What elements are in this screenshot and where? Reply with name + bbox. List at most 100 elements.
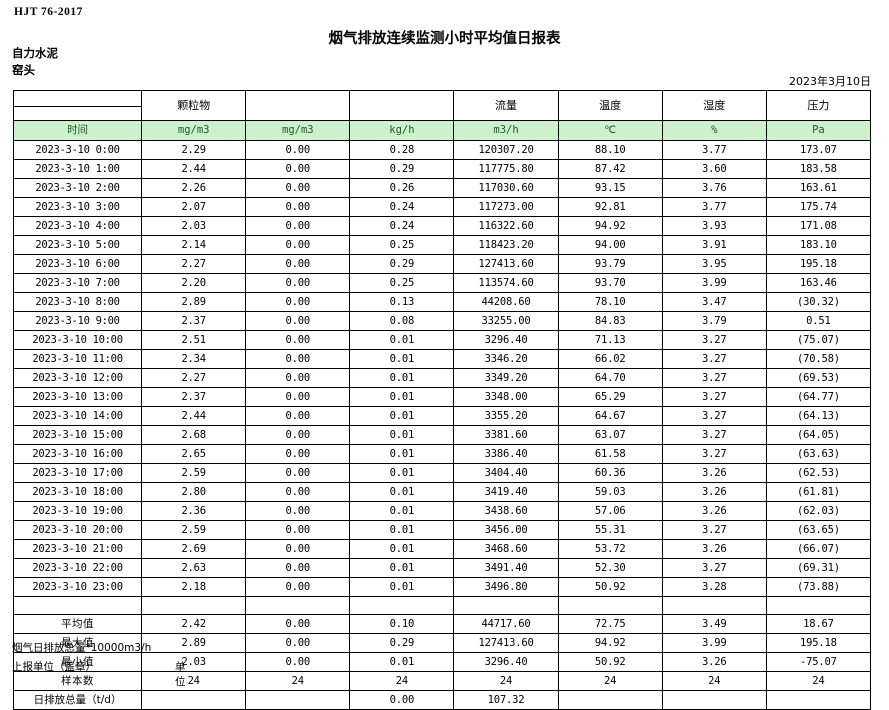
cell-particulate-standard: 0.00 [245, 520, 351, 540]
table-row: 2023-3-10 0:00 2.29 0.00 0.28 120307.20 88.10… [12, 140, 872, 160]
table-total-row: 日排放总量（t/d） 0.00 107.32 [12, 690, 872, 710]
cell-particulate-standard: 0.00 [245, 159, 351, 179]
cell-particulate-concentration: 2.44 [141, 406, 247, 426]
cell-particulate-standard: 0.00 [245, 197, 351, 217]
cell-time: 2023-3-10 21:00 [12, 539, 143, 559]
cell-particulate-rate: 0.24 [349, 216, 455, 236]
cell-particulate-standard: 0.00 [245, 387, 351, 407]
cell-particulate-concentration: 2.27 [141, 368, 247, 388]
cell-particulate-standard: 0.00 [245, 368, 351, 388]
cell-pressure: (70.58) [765, 349, 872, 369]
cell-particulate-concentration: 2.89 [141, 292, 247, 312]
cell-humidity: 3.26 [661, 463, 767, 483]
cell-empty [12, 596, 143, 615]
cell-humidity: 3.26 [661, 482, 767, 502]
summary-cell-particulate-rate: 24 [349, 671, 455, 691]
cell-humidity: 3.27 [661, 520, 767, 540]
cell-time: 2023-3-10 9:00 [12, 311, 143, 331]
cell-flow: 3468.60 [453, 539, 559, 559]
footer: 烟气日排放总量*10000m3/h 上报单位（盖章） 单位 [12, 640, 186, 688]
summary-cell-particulate-concentration: 2.03 [141, 652, 247, 672]
cell-flow: 3346.20 [453, 349, 559, 369]
cell-humidity: 3.60 [661, 159, 767, 179]
summary-cell-particulate-concentration: 2.89 [141, 633, 247, 653]
cell-flow: 3349.20 [453, 368, 559, 388]
cell-time: 2023-3-10 4:00 [12, 216, 143, 236]
cell-flow: 3348.00 [453, 387, 559, 407]
cell-particulate-standard: 0.00 [245, 425, 351, 445]
cell-particulate-standard: 0.00 [245, 406, 351, 426]
cell-humidity: 3.79 [661, 311, 767, 331]
unit-particulate-rate: kg/h [349, 120, 455, 141]
cell-time: 2023-3-10 2:00 [12, 178, 143, 198]
cell-temperature: 66.02 [557, 349, 663, 369]
cell-particulate-concentration: 2.34 [141, 349, 247, 369]
table-spacer-row [12, 596, 872, 615]
cell-flow: 3456.00 [453, 520, 559, 540]
summary-cell-humidity: 3.49 [661, 614, 767, 634]
cell-flow: 116322.60 [453, 216, 559, 236]
cell-pressure: 171.08 [765, 216, 872, 236]
header-flow: 流量 [453, 90, 559, 121]
cell-temperature: 78.10 [557, 292, 663, 312]
cell-particulate-rate: 0.24 [349, 197, 455, 217]
cell-temperature: 93.15 [557, 178, 663, 198]
page-title: 烟气排放连续监测小时平均值日报表 [328, 31, 561, 47]
cell-particulate-rate: 0.01 [349, 482, 455, 502]
summary-cell-temperature: 24 [557, 671, 663, 691]
cell-humidity: 3.28 [661, 577, 767, 597]
summary-cell-particulate-standard: 24 [245, 671, 351, 691]
unit-humidity: % [661, 120, 767, 141]
cell-particulate-standard: 0.00 [245, 444, 351, 464]
cell-temperature: 93.79 [557, 254, 663, 274]
cell-particulate-rate: 0.25 [349, 273, 455, 293]
cell-flow: 113574.60 [453, 273, 559, 293]
unit-pressure: Pa [765, 120, 872, 141]
cell-particulate-rate: 0.28 [349, 140, 455, 160]
cell-humidity: 3.77 [661, 197, 767, 217]
cell-particulate-standard: 0.00 [245, 539, 351, 559]
table-row: 2023-3-10 10:00 2.51 0.00 0.01 3296.40 71.13 3… [12, 330, 872, 350]
cell-time: 2023-3-10 7:00 [12, 273, 143, 293]
cell-pressure: 175.74 [765, 197, 872, 217]
cell-temperature: 92.81 [557, 197, 663, 217]
total-label: 日排放总量（t/d） [12, 690, 143, 710]
cell-flow: 3381.60 [453, 425, 559, 445]
reporting-unit-label: 上报单位（盖章） [12, 661, 96, 673]
summary-cell-pressure: 195.18 [765, 633, 872, 653]
cell-particulate-standard: 0.00 [245, 273, 351, 293]
cell-particulate-rate: 0.25 [349, 235, 455, 255]
cell-particulate-concentration: 2.07 [141, 197, 247, 217]
cell-humidity: 3.76 [661, 178, 767, 198]
cell-particulate-rate: 0.01 [349, 444, 455, 464]
cell-time: 2023-3-10 22:00 [12, 558, 143, 578]
cell-humidity: 3.77 [661, 140, 767, 160]
cell-pressure: 195.18 [765, 254, 872, 274]
table-row: 2023-3-10 2:00 2.26 0.00 0.26 117030.60 93.15… [12, 178, 872, 198]
cell-flow: 3491.40 [453, 558, 559, 578]
cell-temperature: 88.10 [557, 140, 663, 160]
table-summary-row: 最小值 2.03 0.00 0.01 3296.40 50.92 3.26 -75.07 [12, 652, 872, 672]
organization-name: 自力水泥 [12, 46, 58, 60]
cell-particulate-standard: 0.00 [245, 330, 351, 350]
table-header-row-units: 时间 mg/m3 mg/m3 kg/h m3/h ℃ % Pa [12, 120, 872, 141]
cell-particulate-standard: 0.00 [245, 463, 351, 483]
cell-pressure: 183.58 [765, 159, 872, 179]
cell-empty [141, 596, 247, 615]
footer-note: 烟气日排放总量*10000m3/h [12, 642, 152, 654]
summary-cell-pressure: -75.07 [765, 652, 872, 672]
unit-flow: m3/h [453, 120, 559, 141]
table-row: 2023-3-10 20:00 2.59 0.00 0.01 3456.00 55.31 3… [12, 520, 872, 540]
cell-particulate-standard: 0.00 [245, 482, 351, 502]
cell-particulate-standard: 0.00 [245, 501, 351, 521]
cell-particulate-rate: 0.01 [349, 539, 455, 559]
summary-cell-particulate-standard: 0.00 [245, 614, 351, 634]
cell-pressure: (62.03) [765, 501, 872, 521]
table-row: 2023-3-10 17:00 2.59 0.00 0.01 3404.40 60.36 3… [12, 463, 872, 483]
cell-particulate-rate: 0.29 [349, 254, 455, 274]
cell-flow: 3386.40 [453, 444, 559, 464]
cell-flow: 3419.40 [453, 482, 559, 502]
cell-time: 2023-3-10 5:00 [12, 235, 143, 255]
cell-temperature: 65.29 [557, 387, 663, 407]
summary-cell-temperature: 72.75 [557, 614, 663, 634]
